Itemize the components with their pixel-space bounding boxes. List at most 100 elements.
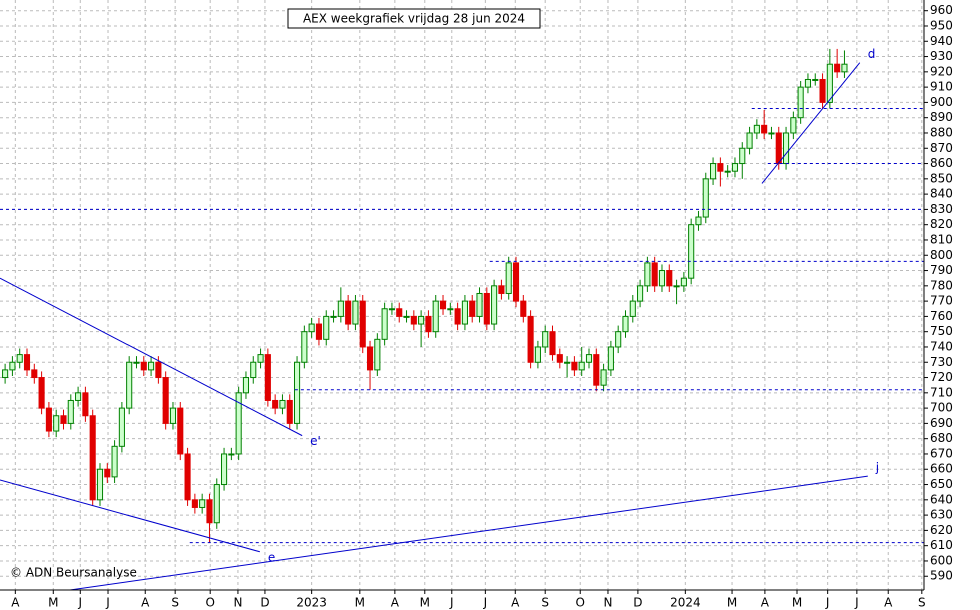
candle-body <box>118 407 125 447</box>
x-tick-label: N <box>603 596 612 610</box>
y-tick-label: 960 <box>930 3 953 17</box>
candle-body <box>556 354 563 363</box>
candle-body <box>447 308 454 311</box>
candle-body <box>476 292 483 317</box>
y-tick-label: 620 <box>930 523 953 537</box>
candle-body <box>2 369 9 379</box>
y-tick-label: 890 <box>930 110 953 124</box>
trend-line <box>0 479 260 553</box>
x-tick-label: A <box>511 596 520 610</box>
x-tick-label: 2023 <box>296 596 327 610</box>
candle-body <box>673 285 680 288</box>
y-tick-label: 930 <box>930 49 953 63</box>
candle-body <box>753 124 760 134</box>
candle-body <box>352 300 359 325</box>
candle-body <box>293 361 301 424</box>
y-tick-label: 820 <box>930 217 953 231</box>
candle-body <box>585 354 593 363</box>
x-tick-label: O <box>576 596 585 610</box>
candle-body <box>593 354 600 386</box>
trend-label: e' <box>310 434 321 448</box>
x-tick-label: D <box>633 596 642 610</box>
y-tick-label: 810 <box>930 232 953 246</box>
candle-body <box>323 315 330 340</box>
candle-body <box>418 315 425 325</box>
y-tick-label: 830 <box>930 202 953 216</box>
y-tick-label: 950 <box>930 18 953 32</box>
candle-body <box>644 262 651 287</box>
title-box <box>287 8 541 29</box>
trend-line <box>761 62 861 184</box>
candle-body <box>761 124 768 134</box>
candle-body <box>534 346 541 363</box>
y-tick-label: 790 <box>930 263 953 277</box>
y-tick-label: 800 <box>930 248 953 262</box>
candle-body <box>461 300 468 325</box>
trend-line <box>0 277 303 437</box>
candle-body <box>790 117 797 134</box>
candle-body <box>804 78 812 88</box>
candle-body <box>483 292 490 325</box>
candle-body <box>615 331 622 348</box>
candle-body <box>228 453 235 456</box>
y-tick-label: 850 <box>930 171 953 185</box>
x-tick-label: A <box>11 596 20 610</box>
x-tick-label: M <box>355 596 365 610</box>
candle-body <box>527 315 534 363</box>
candle-body <box>564 361 571 364</box>
y-tick-label: 780 <box>930 278 953 292</box>
candle-body <box>242 377 250 394</box>
candle-body <box>680 277 687 287</box>
x-tick-label: A <box>884 596 893 610</box>
candle-body <box>264 354 271 401</box>
y-tick-label: 920 <box>930 64 953 78</box>
candle-body <box>702 178 709 218</box>
y-tick-label: 760 <box>930 309 953 323</box>
candle-body <box>279 399 286 409</box>
candle-body <box>454 308 461 325</box>
candle-body <box>257 354 264 363</box>
candle-body <box>439 300 447 310</box>
candle-body <box>717 163 724 172</box>
candle-body <box>797 86 804 119</box>
candle-body <box>16 354 23 363</box>
x-tick-label: M <box>792 596 802 610</box>
y-tick-label: 880 <box>930 125 953 139</box>
candle-body <box>826 63 833 103</box>
candle-body <box>366 346 374 371</box>
candle-body <box>155 361 162 379</box>
candle-body <box>221 453 228 486</box>
y-tick-label: 680 <box>930 431 953 445</box>
candle-body <box>53 415 60 432</box>
y-tick-label: 740 <box>930 339 953 353</box>
candle-body <box>549 331 556 356</box>
x-tick-label: M <box>48 596 58 610</box>
candle-body <box>841 63 848 73</box>
candle-body <box>658 270 666 287</box>
x-tick-label: S <box>541 596 549 610</box>
x-tick-label: D <box>260 596 269 610</box>
candle-body <box>600 369 607 386</box>
candle-body <box>410 315 417 325</box>
candle-body <box>23 354 31 371</box>
y-tick-label: 610 <box>930 538 953 552</box>
candle-body <box>9 361 16 371</box>
candle-body <box>469 300 476 317</box>
candle-body <box>308 323 315 333</box>
candle-body <box>629 300 636 317</box>
candle-body <box>82 392 89 417</box>
candle-body <box>330 315 337 318</box>
x-tick-label: J <box>78 596 83 610</box>
candle-body <box>315 323 323 340</box>
x-tick-label: J <box>825 596 830 610</box>
candle-body <box>746 132 753 149</box>
candle-body <box>819 78 826 103</box>
candle-body <box>512 262 520 302</box>
x-tick-label: M <box>420 596 430 610</box>
candle-body <box>45 407 52 432</box>
candle-body <box>60 415 67 424</box>
candle-body <box>184 453 191 501</box>
candle-body <box>235 392 242 455</box>
